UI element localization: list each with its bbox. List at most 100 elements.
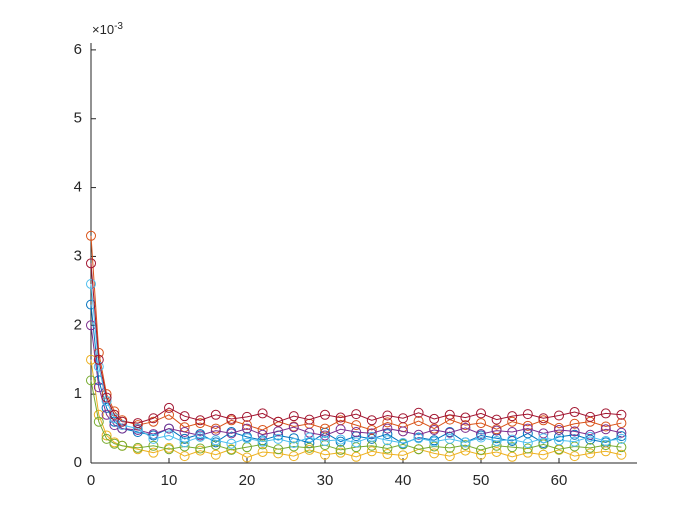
series-line [90, 235, 622, 431]
x-tick-label: 60 [551, 472, 568, 489]
data-point [226, 444, 237, 455]
y-tick-label: 2 [74, 316, 82, 333]
data-point [210, 449, 221, 460]
data-point [554, 424, 564, 435]
data-point [600, 424, 611, 435]
data-point [117, 440, 128, 451]
data-point [585, 442, 596, 453]
data-point [117, 420, 128, 431]
series-line [90, 283, 622, 445]
data-point [86, 230, 96, 241]
data-point [288, 438, 299, 449]
data-point [164, 423, 174, 434]
data-point [491, 425, 502, 436]
data-point [179, 433, 190, 444]
data-point [109, 409, 120, 420]
data-point [585, 448, 596, 459]
x-tick-label: 40 [395, 472, 412, 489]
data-point [554, 435, 564, 446]
data-point [366, 446, 377, 457]
y-tick-label: 4 [74, 179, 82, 196]
data-point [366, 424, 377, 435]
data-point [93, 416, 104, 427]
data-point [398, 450, 408, 461]
data-point [304, 432, 315, 443]
data-point [600, 421, 611, 432]
data-point [429, 436, 440, 447]
data-point [538, 449, 549, 460]
data-point [507, 416, 518, 427]
data-point [366, 428, 377, 439]
data-point [444, 451, 455, 462]
data-point [93, 354, 104, 365]
data-point [444, 433, 455, 444]
data-point [195, 443, 206, 454]
data-point [320, 423, 330, 434]
data-point [164, 430, 174, 441]
data-point [522, 443, 533, 454]
data-point [304, 442, 315, 453]
data-point [179, 437, 190, 448]
data-point [538, 413, 549, 424]
x-tick-label: 20 [239, 472, 256, 489]
data-point [538, 433, 549, 444]
data-point [413, 407, 424, 418]
data-point [366, 431, 377, 442]
data-point [476, 444, 486, 455]
data-point [600, 446, 611, 457]
data-point [460, 445, 471, 456]
data-point [257, 408, 268, 419]
data-point [288, 422, 299, 433]
y-tick-label: 3 [74, 247, 82, 264]
data-point [335, 412, 346, 423]
data-point [554, 410, 564, 421]
data-point [101, 392, 112, 403]
data-point [109, 438, 120, 449]
y-tick-label: 6 [74, 41, 82, 58]
data-point [210, 409, 221, 420]
data-point [429, 413, 440, 424]
data-point [382, 417, 393, 428]
data-point [257, 429, 268, 440]
data-point [382, 449, 393, 460]
data-point [366, 415, 377, 426]
data-point [335, 444, 346, 455]
data-point [491, 446, 502, 457]
data-point [320, 435, 330, 446]
data-point [476, 418, 486, 429]
data-point [538, 439, 549, 450]
data-point [444, 409, 455, 420]
data-point [429, 424, 440, 435]
y-exponent-base: ×10 [92, 22, 114, 37]
data-point [616, 418, 627, 429]
data-point [132, 442, 143, 453]
data-point [460, 437, 471, 448]
data-point [413, 444, 424, 455]
data-point [164, 409, 174, 420]
data-point [117, 416, 128, 427]
data-point [320, 449, 330, 460]
data-point [86, 320, 96, 331]
data-point [476, 408, 486, 419]
data-point [257, 436, 268, 447]
series-line [90, 380, 622, 451]
data-point [585, 431, 596, 442]
data-point [351, 427, 362, 438]
data-point [413, 416, 424, 426]
data-point [460, 440, 471, 451]
data-point [273, 444, 284, 455]
data-point [101, 430, 112, 441]
data-point [460, 420, 471, 431]
data-point [460, 412, 471, 423]
data-point [242, 420, 252, 431]
data-point [569, 407, 580, 418]
data-point [257, 439, 268, 450]
data-point [335, 447, 346, 458]
data-point [569, 429, 580, 440]
data-point [320, 430, 330, 441]
data-point [242, 452, 252, 463]
data-point [460, 422, 471, 433]
data-point [273, 433, 284, 444]
data-point [507, 451, 518, 462]
